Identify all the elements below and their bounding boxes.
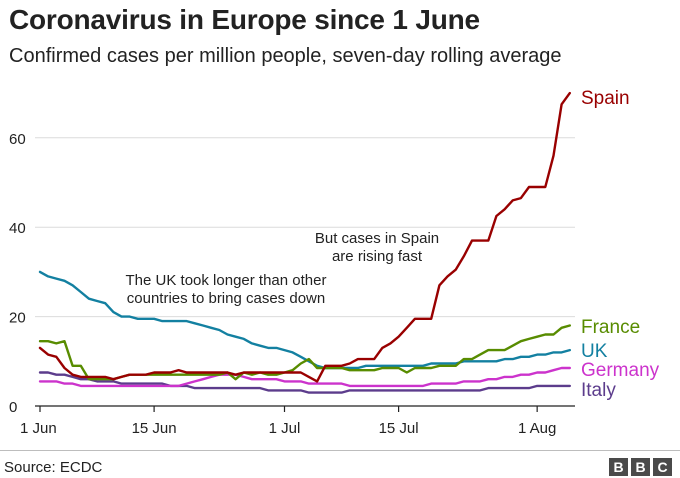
y-tick-label-40: 40 — [9, 220, 26, 237]
series-label-uk: UK — [581, 341, 608, 362]
x-tick-label-0: 1 Jun — [20, 420, 57, 437]
source-note: Source: ECDC — [4, 459, 103, 476]
bbc-logo-b2: B — [631, 458, 650, 476]
x-tick-label-4: 1 Aug — [518, 420, 556, 437]
series-lines — [38, 91, 571, 394]
series-line-uk — [38, 270, 571, 370]
footer-divider — [0, 450, 680, 451]
series-line-italy — [38, 371, 571, 394]
annotation-0-line-1: countries to bring cases down — [127, 290, 325, 307]
y-tick-label-0: 0 — [9, 399, 17, 416]
x-tick-label-1: 15 Jun — [132, 420, 177, 437]
series-line-spain — [38, 91, 571, 383]
series-label-italy: Italy — [581, 380, 616, 401]
series-label-germany: Germany — [581, 360, 660, 381]
series-line-germany — [38, 366, 571, 388]
series-label-spain: Spain — [581, 88, 630, 109]
annotation-1-line-0: But cases in Spain — [315, 230, 439, 247]
y-axis: 0 20 40 60 — [9, 131, 26, 416]
annotation-0-line-0: The UK took longer than other — [126, 272, 327, 289]
x-axis: 1 Jun 15 Jun 1 Jul 15 Jul 1 Aug — [20, 405, 575, 437]
bbc-logo-b1: B — [609, 458, 628, 476]
line-chart: 0 20 40 60 1 Jun 15 Jun 1 Jul 15 Jul 1 Aug Spai… — [9, 88, 660, 437]
y-tick-label-60: 60 — [9, 131, 26, 148]
series-label-france: France — [581, 317, 640, 338]
y-tick-label-20: 20 — [9, 310, 26, 327]
chart-title: Coronavirus in Europe since 1 June — [9, 4, 480, 35]
bbc-logo-c: C — [653, 458, 672, 476]
annotation-1-line-1: are rising fast — [332, 248, 423, 265]
bbc-logo: B B C — [609, 458, 672, 476]
chart-subtitle: Confirmed cases per million people, seve… — [9, 45, 562, 67]
x-tick-label-3: 15 Jul — [379, 420, 419, 437]
series-line-france — [38, 324, 571, 381]
x-tick-label-2: 1 Jul — [269, 420, 301, 437]
